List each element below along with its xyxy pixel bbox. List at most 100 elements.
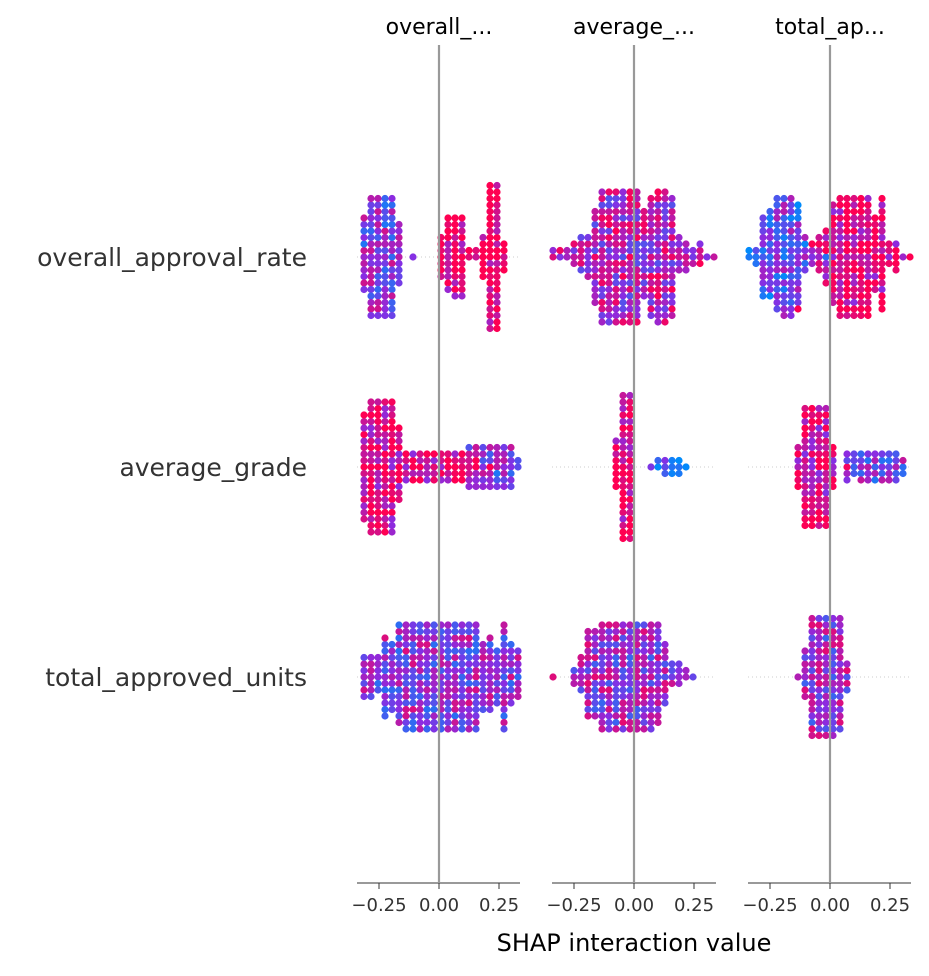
- data-point: [843, 311, 851, 320]
- data-point: [402, 660, 410, 668]
- data-point: [794, 272, 802, 281]
- data-point: [360, 666, 368, 675]
- data-point: [808, 718, 816, 727]
- data-point: [591, 699, 599, 707]
- data-point: [598, 285, 606, 294]
- data-point: [619, 463, 627, 471]
- data-point: [360, 502, 368, 510]
- data-point: [822, 272, 830, 281]
- data-point: [374, 233, 382, 242]
- data-point: [388, 699, 396, 707]
- data-point: [864, 201, 872, 209]
- data-point: [808, 456, 816, 465]
- data-point: [388, 469, 396, 478]
- data-point: [367, 673, 375, 681]
- data-point: [507, 692, 515, 701]
- data-point: [479, 253, 487, 261]
- data-point: [619, 227, 627, 235]
- data-point: [675, 463, 683, 471]
- data-point: [640, 692, 648, 701]
- data-point: [906, 253, 914, 261]
- data-point: [451, 253, 459, 261]
- data-point: [668, 679, 676, 688]
- data-point: [633, 220, 641, 229]
- data-point: [584, 647, 592, 655]
- data-point: [808, 450, 816, 458]
- data-point: [465, 699, 473, 707]
- data-point: [759, 272, 767, 281]
- data-point: [605, 305, 613, 313]
- data-point: [892, 253, 900, 261]
- data-point: [381, 528, 389, 536]
- data-point: [815, 692, 823, 701]
- data-point: [668, 311, 676, 320]
- data-point: [640, 725, 648, 733]
- data-point: [801, 443, 809, 452]
- data-point: [493, 686, 501, 694]
- data-point: [486, 469, 494, 478]
- data-point: [850, 220, 858, 229]
- data-point: [367, 528, 375, 536]
- data-point: [612, 660, 620, 668]
- data-point: [598, 240, 606, 248]
- data-point: [759, 259, 767, 268]
- data-point: [514, 666, 522, 675]
- data-point: [647, 266, 655, 274]
- data-point: [878, 292, 886, 300]
- data-point: [773, 214, 781, 222]
- data-point: [626, 482, 634, 491]
- data-point: [829, 201, 837, 209]
- data-point: [787, 266, 795, 274]
- data-point: [451, 718, 459, 727]
- data-point: [507, 450, 515, 458]
- x-tick-label: 0.00: [419, 895, 459, 916]
- data-point: [668, 673, 676, 681]
- data-point: [381, 233, 389, 242]
- data-point: [871, 450, 879, 458]
- data-point: [780, 220, 788, 229]
- data-point: [451, 463, 459, 471]
- data-point: [486, 634, 494, 642]
- data-point: [654, 259, 662, 268]
- data-point: [381, 285, 389, 294]
- data-point: [388, 508, 396, 517]
- data-point: [479, 660, 487, 668]
- data-point: [801, 469, 809, 478]
- data-point: [507, 653, 515, 662]
- data-point: [822, 463, 830, 471]
- data-point: [815, 647, 823, 655]
- data-point: [766, 240, 774, 248]
- data-point: [381, 272, 389, 281]
- data-point: [493, 673, 501, 681]
- data-point: [493, 253, 501, 261]
- data-point: [458, 227, 466, 235]
- data-point: [808, 705, 816, 714]
- data-point: [388, 450, 396, 458]
- data-point: [654, 647, 662, 655]
- data-point: [584, 686, 592, 694]
- data-point: [878, 272, 886, 281]
- data-point: [654, 686, 662, 694]
- data-point: [871, 240, 879, 248]
- data-point: [892, 246, 900, 255]
- data-point: [619, 718, 627, 727]
- data-point: [612, 220, 620, 229]
- data-point: [493, 181, 501, 190]
- data-point: [780, 233, 788, 242]
- data-point: [388, 430, 396, 439]
- data-point: [612, 443, 620, 452]
- data-point: [829, 253, 837, 261]
- data-point: [640, 640, 648, 649]
- data-point: [857, 201, 865, 209]
- data-point: [640, 718, 648, 727]
- data-point: [626, 266, 634, 274]
- data-point: [367, 233, 375, 242]
- data-point: [472, 482, 480, 491]
- axis-layer: −0.25 0.00 0.25 −0.25 0.00 0.25 −0.25 0.00 0.25: [351, 882, 911, 916]
- data-point: [871, 279, 879, 287]
- data-point: [773, 201, 781, 209]
- data-point: [388, 705, 396, 714]
- data-point: [668, 456, 676, 465]
- data-point: [766, 233, 774, 242]
- data-point: [675, 660, 683, 668]
